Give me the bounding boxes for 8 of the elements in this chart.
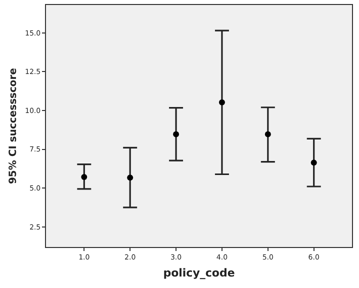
x-axis-title: policy_code (163, 266, 235, 280)
y-axis-title: 95% CI successscore (8, 68, 20, 184)
point (127, 174, 134, 181)
point (81, 174, 88, 180)
point (310, 160, 317, 166)
point (218, 99, 225, 106)
point (173, 131, 180, 138)
point (264, 131, 271, 138)
